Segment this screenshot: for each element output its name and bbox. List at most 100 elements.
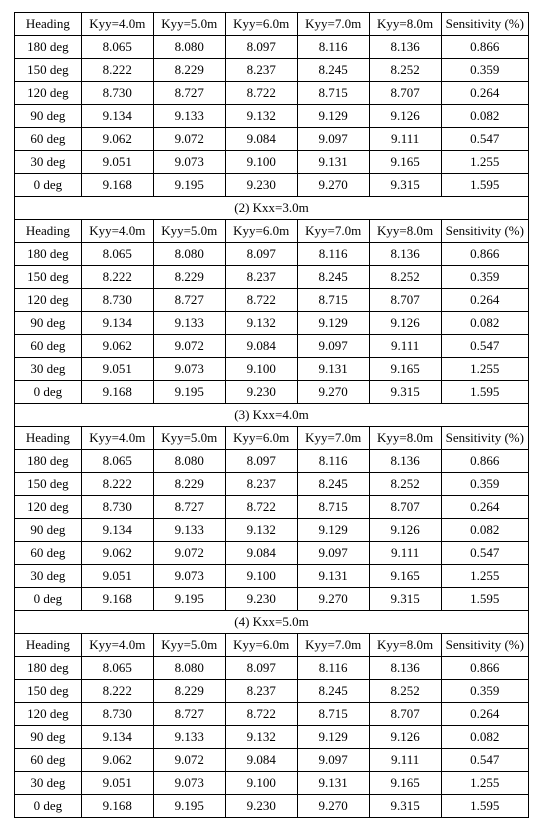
cell-value: 8.245 xyxy=(297,266,369,289)
table-row: 180 deg 8.065 8.080 8.097 8.116 8.136 0.… xyxy=(15,36,529,59)
cell-value: 8.222 xyxy=(81,680,153,703)
cell-value: 9.270 xyxy=(297,174,369,197)
cell-value: 8.727 xyxy=(153,496,225,519)
table-header-row: Heading Kyy=4.0m Kyy=5.0m Kyy=6.0m Kyy=7… xyxy=(15,634,529,657)
cell-value: 8.136 xyxy=(369,36,441,59)
cell-value: 9.100 xyxy=(225,151,297,174)
cell-value: 8.707 xyxy=(369,289,441,312)
cell-heading: 0 deg xyxy=(15,795,82,818)
cell-value: 9.073 xyxy=(153,772,225,795)
cell-value: 9.062 xyxy=(81,542,153,565)
cell-value: 9.126 xyxy=(369,105,441,128)
cell-value: 9.111 xyxy=(369,128,441,151)
col-kyy8: Kyy=8.0m xyxy=(369,220,441,243)
cell-value: 9.132 xyxy=(225,105,297,128)
cell-value: 9.315 xyxy=(369,174,441,197)
cell-value: 8.252 xyxy=(369,59,441,82)
cell-sens: 0.359 xyxy=(441,680,528,703)
cell-sens: 0.264 xyxy=(441,289,528,312)
cell-value: 9.084 xyxy=(225,542,297,565)
table-row: 0 deg 9.168 9.195 9.230 9.270 9.315 1.59… xyxy=(15,795,529,818)
table-row: 150 deg 8.222 8.229 8.237 8.245 8.252 0.… xyxy=(15,59,529,82)
cell-value: 9.097 xyxy=(297,335,369,358)
cell-value: 9.072 xyxy=(153,749,225,772)
table-row: 30 deg 9.051 9.073 9.100 9.131 9.165 1.2… xyxy=(15,772,529,795)
cell-value: 8.229 xyxy=(153,473,225,496)
sensitivity-tables: Heading Kyy=4.0m Kyy=5.0m Kyy=6.0m Kyy=7… xyxy=(14,12,529,818)
cell-value: 9.051 xyxy=(81,358,153,381)
cell-value: 8.136 xyxy=(369,450,441,473)
cell-heading: 60 deg xyxy=(15,335,82,358)
table-row: 180 deg 8.065 8.080 8.097 8.116 8.136 0.… xyxy=(15,243,529,266)
cell-value: 9.062 xyxy=(81,749,153,772)
cell-sens: 1.595 xyxy=(441,795,528,818)
cell-sens: 0.866 xyxy=(441,657,528,680)
cell-value: 8.229 xyxy=(153,680,225,703)
cell-value: 8.116 xyxy=(297,36,369,59)
cell-heading: 60 deg xyxy=(15,749,82,772)
cell-value: 9.111 xyxy=(369,749,441,772)
cell-sens: 0.082 xyxy=(441,519,528,542)
col-kyy5: Kyy=5.0m xyxy=(153,634,225,657)
cell-value: 9.062 xyxy=(81,335,153,358)
cell-value: 8.116 xyxy=(297,657,369,680)
cell-heading: 120 deg xyxy=(15,82,82,105)
cell-value: 9.133 xyxy=(153,519,225,542)
cell-sens: 0.082 xyxy=(441,312,528,335)
cell-value: 9.131 xyxy=(297,772,369,795)
cell-sens: 0.547 xyxy=(441,542,528,565)
table-row: 30 deg 9.051 9.073 9.100 9.131 9.165 1.2… xyxy=(15,151,529,174)
cell-value: 8.065 xyxy=(81,657,153,680)
table-row: 90 deg 9.134 9.133 9.132 9.129 9.126 0.0… xyxy=(15,312,529,335)
cell-value: 9.131 xyxy=(297,565,369,588)
cell-value: 9.168 xyxy=(81,588,153,611)
col-kyy7: Kyy=7.0m xyxy=(297,13,369,36)
cell-value: 9.230 xyxy=(225,795,297,818)
cell-value: 9.165 xyxy=(369,772,441,795)
cell-value: 8.727 xyxy=(153,82,225,105)
col-kyy6: Kyy=6.0m xyxy=(225,220,297,243)
cell-sens: 1.255 xyxy=(441,151,528,174)
cell-heading: 0 deg xyxy=(15,381,82,404)
cell-value: 8.136 xyxy=(369,657,441,680)
table-row: 60 deg 9.062 9.072 9.084 9.097 9.111 0.5… xyxy=(15,335,529,358)
table-row: 30 deg 9.051 9.073 9.100 9.131 9.165 1.2… xyxy=(15,358,529,381)
cell-value: 8.252 xyxy=(369,266,441,289)
cell-sens: 0.359 xyxy=(441,59,528,82)
cell-value: 8.080 xyxy=(153,450,225,473)
col-kyy4: Kyy=4.0m xyxy=(81,634,153,657)
cell-value: 9.315 xyxy=(369,795,441,818)
table-header-row: Heading Kyy=4.0m Kyy=5.0m Kyy=6.0m Kyy=7… xyxy=(15,427,529,450)
cell-value: 9.129 xyxy=(297,105,369,128)
cell-value: 9.051 xyxy=(81,151,153,174)
col-kyy6: Kyy=6.0m xyxy=(225,13,297,36)
cell-value: 9.134 xyxy=(81,519,153,542)
col-kyy4: Kyy=4.0m xyxy=(81,13,153,36)
cell-heading: 120 deg xyxy=(15,289,82,312)
col-kyy6: Kyy=6.0m xyxy=(225,634,297,657)
cell-sens: 0.866 xyxy=(441,36,528,59)
cell-value: 9.097 xyxy=(297,542,369,565)
section-title-row: (3) Kxx=4.0m xyxy=(15,404,529,427)
cell-value: 8.715 xyxy=(297,82,369,105)
cell-value: 9.230 xyxy=(225,588,297,611)
col-kyy5: Kyy=5.0m xyxy=(153,427,225,450)
cell-sens: 0.359 xyxy=(441,266,528,289)
col-heading: Heading xyxy=(15,634,82,657)
cell-value: 8.730 xyxy=(81,496,153,519)
cell-value: 9.270 xyxy=(297,381,369,404)
cell-value: 8.080 xyxy=(153,243,225,266)
table-row: 0 deg 9.168 9.195 9.230 9.270 9.315 1.59… xyxy=(15,381,529,404)
col-sens: Sensitivity (%) xyxy=(441,13,528,36)
col-kyy7: Kyy=7.0m xyxy=(297,220,369,243)
cell-value: 9.133 xyxy=(153,312,225,335)
cell-value: 9.165 xyxy=(369,151,441,174)
cell-value: 9.230 xyxy=(225,174,297,197)
cell-value: 8.065 xyxy=(81,450,153,473)
cell-value: 9.131 xyxy=(297,358,369,381)
cell-sens: 1.255 xyxy=(441,565,528,588)
cell-value: 9.195 xyxy=(153,174,225,197)
cell-value: 8.252 xyxy=(369,473,441,496)
cell-value: 9.315 xyxy=(369,588,441,611)
table-row: 120 deg 8.730 8.727 8.722 8.715 8.707 0.… xyxy=(15,289,529,312)
